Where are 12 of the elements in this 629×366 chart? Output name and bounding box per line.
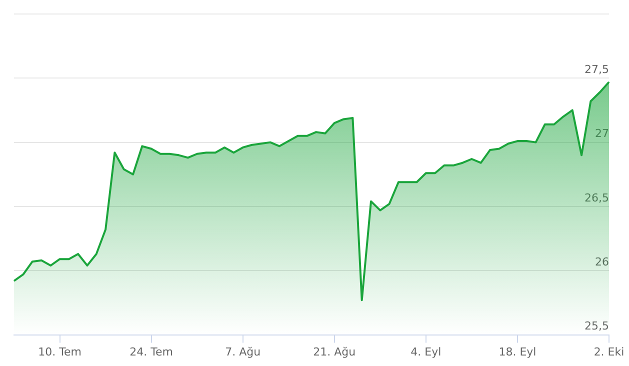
x-tick-label: 21. Ağu bbox=[313, 345, 356, 358]
x-tick-label: 10. Tem bbox=[38, 345, 82, 358]
y-tick-label: 26 bbox=[595, 256, 609, 268]
x-tick-label: 18. Eyl bbox=[498, 345, 536, 358]
x-tick-label: 24. Tem bbox=[130, 345, 173, 358]
x-tick-label: 4. Eyl bbox=[410, 345, 442, 358]
x-tick-label: 2. Eki bbox=[594, 345, 624, 358]
y-tick-label: 27,5 bbox=[584, 63, 609, 76]
y-tick-label: 26,5 bbox=[584, 191, 609, 204]
y-tick-label: 27 bbox=[595, 127, 609, 140]
x-tick-label: 7. Ağu bbox=[225, 345, 261, 358]
y-tick-label: 25,5 bbox=[584, 320, 609, 333]
